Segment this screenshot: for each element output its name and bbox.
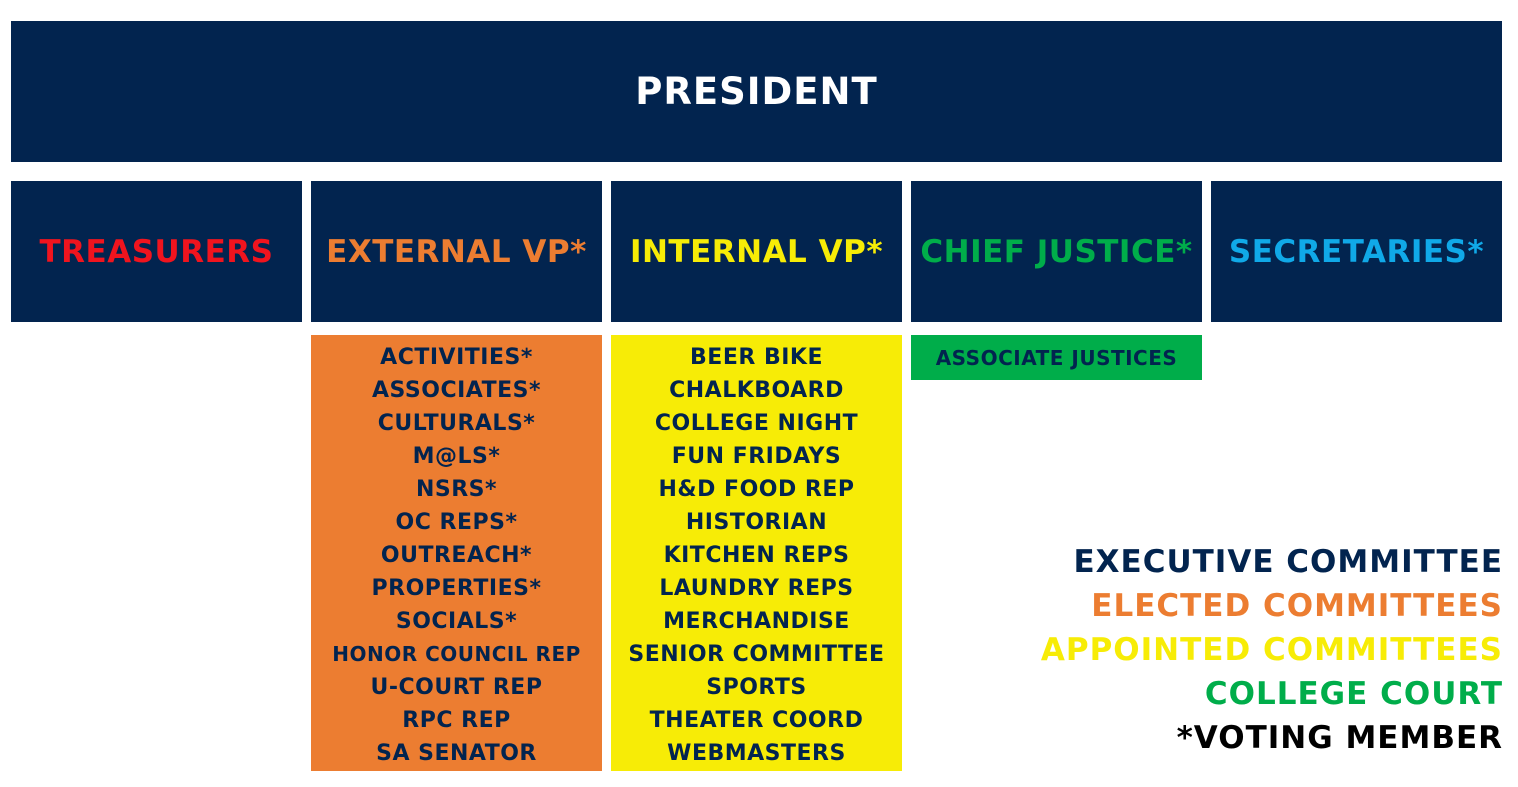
legend-college-court: COLLEGE COURT <box>1204 676 1503 712</box>
committee-item: BEER BIKE <box>690 345 823 370</box>
officer-treasurers: TREASURERS <box>11 181 302 322</box>
committee-item: CHALKBOARD <box>669 378 844 403</box>
committee-item: PROPERTIES* <box>371 576 542 601</box>
committee-item: ACTIVITIES* <box>380 345 533 370</box>
committee-item: THEATER COORD <box>649 708 864 733</box>
committee-item: SPORTS <box>706 675 807 700</box>
president-box: PRESIDENT <box>11 21 1502 162</box>
elected-committees-list: ACTIVITIES* ASSOCIATES* CULTURALS* M@LS*… <box>311 335 602 771</box>
committee-item: KITCHEN REPS <box>663 543 850 568</box>
college-court-box: ASSOCIATE JUSTICES <box>911 335 1202 380</box>
committee-item: COLLEGE NIGHT <box>654 411 859 436</box>
officer-external-vp: EXTERNAL VP* <box>311 181 602 322</box>
officer-internal-vp: INTERNAL VP* <box>611 181 902 322</box>
legend-elected-committees: ELECTED COMMITTEES <box>1091 588 1503 624</box>
committee-item: SOCIALS* <box>395 609 518 634</box>
committee-item: HISTORIAN <box>685 510 828 535</box>
committee-item: SENIOR COMMITTEE <box>628 642 885 667</box>
appointed-committees-list: BEER BIKE CHALKBOARD COLLEGE NIGHT FUN F… <box>611 335 902 771</box>
committee-item: MERCHANDISE <box>663 609 850 634</box>
legend-appointed-committees: APPOINTED COMMITTEES <box>1040 632 1503 668</box>
committee-item: M@LS* <box>412 444 501 469</box>
committee-item: H&D FOOD REP <box>658 477 855 502</box>
officer-chief-justice: CHIEF JUSTICE* <box>911 181 1202 322</box>
legend-voting-member: *VOTING MEMBER <box>1176 720 1503 756</box>
committee-item: RPC REP <box>402 708 511 733</box>
committee-item: LAUNDRY REPS <box>659 576 854 601</box>
committee-item: NSRS* <box>415 477 498 502</box>
committee-item: WEBMASTERS <box>667 741 846 766</box>
committee-item: OUTREACH* <box>380 543 533 568</box>
officer-secretaries: SECRETARIES* <box>1211 181 1502 322</box>
legend: EXECUTIVE COMMITTEE ELECTED COMMITTEES A… <box>1041 540 1503 760</box>
committee-item: FUN FRIDAYS <box>671 444 842 469</box>
legend-executive-committee: EXECUTIVE COMMITTEE <box>1073 544 1503 580</box>
committee-item: U-COURT REP <box>370 675 543 700</box>
committee-item: ASSOCIATES* <box>372 378 541 403</box>
committee-item: HONOR COUNCIL REP <box>332 642 581 666</box>
committee-item: CULTURALS* <box>377 411 536 436</box>
committee-item: SA SENATOR <box>376 741 537 766</box>
committee-item: OC REPS* <box>395 510 518 535</box>
